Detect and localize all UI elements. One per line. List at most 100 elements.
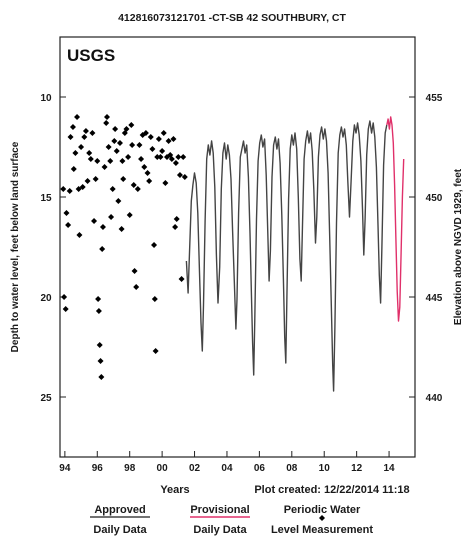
periodic-measurement-point	[134, 186, 141, 192]
periodic-measurement-point	[86, 150, 93, 156]
periodic-measurement-point	[144, 170, 151, 176]
x-axis-ticks: 94 96 98 00 02 04 06 08 10 12 14	[59, 451, 395, 474]
periodic-measurement-point	[129, 142, 136, 148]
periodic-measurement-point	[175, 154, 182, 160]
periodic-measurement-point	[178, 276, 185, 282]
periodic-measurement-point	[111, 138, 118, 144]
periodic-measurement-point	[118, 226, 125, 232]
legend-label-line1: Provisional	[190, 504, 249, 516]
periodic-measurement-point	[136, 142, 143, 148]
periodic-measurement-point	[147, 134, 154, 140]
legend-label-line1: Periodic Water	[284, 504, 361, 516]
periodic-measurement-point	[67, 134, 74, 140]
periodic-measurement-point	[99, 246, 106, 252]
data-layer	[60, 114, 405, 392]
right-axis-ticks: 455 450 445 440	[409, 93, 443, 404]
periodic-measurement-point	[96, 342, 103, 348]
legend: Approved Daily Data Provisional Daily Data P…	[90, 504, 373, 536]
x-tick-label: 00	[157, 463, 169, 474]
periodic-measurement-point	[87, 156, 94, 162]
periodic-measurement-point	[123, 126, 130, 132]
periodic-measurement-point	[63, 210, 70, 216]
periodic-measurement-point	[168, 156, 175, 162]
periodic-measurement-point	[94, 158, 101, 164]
periodic-measurement-point	[165, 138, 172, 144]
y-tick-label-right: 455	[426, 93, 443, 104]
x-tick-label: 08	[286, 463, 298, 474]
x-tick-label: 12	[351, 463, 363, 474]
periodic-measurement-point	[146, 178, 153, 184]
x-tick-label: 94	[59, 463, 71, 474]
periodic-measurement-point	[65, 222, 72, 228]
periodic-measurement-point	[173, 216, 180, 222]
periodic-measurement-point	[131, 268, 138, 274]
periodic-measurement-point	[78, 144, 85, 150]
provisional-daily-line	[386, 116, 405, 322]
periodic-measurement-point	[69, 124, 76, 130]
periodic-measurement-point	[157, 154, 164, 160]
periodic-measurement-point	[162, 180, 169, 186]
periodic-measurement-point	[103, 120, 110, 126]
periodic-measurement-point	[101, 164, 108, 170]
periodic-measurement-point	[89, 130, 96, 136]
periodic-measurement-point	[99, 224, 106, 230]
periodic-measurement-point	[105, 144, 112, 150]
periodic-measurement-point	[142, 130, 149, 136]
periodic-measurement-point	[109, 186, 116, 192]
legend-label-line2: Level Measurement	[271, 524, 373, 536]
periodic-measurement-point	[115, 198, 122, 204]
periodic-measurement-point	[72, 150, 79, 156]
legend-label-line1: Approved	[94, 504, 145, 516]
periodic-measurement-point	[112, 126, 119, 132]
agency-label: USGS	[67, 46, 115, 65]
periodic-measurement-point	[172, 224, 179, 230]
periodic-measurement-point	[95, 296, 102, 302]
y-tick-label-right: 450	[426, 193, 443, 204]
periodic-measurement-point	[75, 186, 82, 192]
periodic-measurement-point	[60, 186, 67, 192]
periodic-measurement-point	[160, 130, 167, 136]
y-axis-label-left: Depth to water level, feet below land su…	[10, 141, 21, 352]
periodic-measurement-point	[133, 284, 140, 290]
periodic-measurement-point	[149, 146, 156, 152]
periodic-measurement-point	[74, 114, 81, 120]
periodic-measurement-point	[151, 242, 158, 248]
periodic-measurement-point	[152, 348, 159, 354]
y-tick-label-left: 25	[40, 393, 52, 404]
periodic-measurement-point	[76, 232, 83, 238]
periodic-measurement-point	[159, 148, 166, 154]
periodic-measurement-point	[138, 156, 145, 162]
x-tick-label: 96	[92, 463, 104, 474]
left-axis-ticks: 10 15 20 25	[40, 93, 66, 404]
periodic-measurement-point	[172, 160, 179, 166]
periodic-measurement-point	[128, 122, 135, 128]
y-tick-label-left: 15	[40, 193, 52, 204]
periodic-measurement-point	[180, 154, 187, 160]
periodic-measurement-point	[151, 296, 158, 302]
periodic-measurement-point	[176, 172, 183, 178]
periodic-measurement-point	[91, 218, 98, 224]
periodic-measurement-point	[108, 214, 115, 220]
legend-point-swatch	[319, 515, 325, 521]
y-tick-label-left: 20	[40, 293, 52, 304]
periodic-measurement-point	[82, 128, 89, 134]
periodic-measurement-point	[155, 136, 162, 142]
periodic-measurement-point	[61, 294, 68, 300]
periodic-measurement-point	[92, 176, 99, 182]
periodic-measurement-point	[120, 176, 127, 182]
periodic-measurement-point	[107, 158, 114, 164]
legend-label-line2: Daily Data	[193, 524, 247, 536]
y-tick-label-right: 440	[426, 393, 443, 404]
periodic-measurement-point	[181, 174, 188, 180]
periodic-measurement-point	[116, 140, 123, 146]
periodic-measurement-point	[141, 164, 148, 170]
plot-created-note: Plot created: 12/22/2014 11:18	[254, 484, 409, 496]
periodic-measurement-point	[70, 166, 77, 172]
periodic-measurement-point	[113, 148, 120, 154]
periodic-measurement-point	[125, 154, 132, 160]
x-tick-label: 10	[319, 463, 331, 474]
x-tick-label: 02	[189, 463, 201, 474]
y-tick-label-left: 10	[40, 93, 52, 104]
periodic-measurement-point	[98, 374, 105, 380]
